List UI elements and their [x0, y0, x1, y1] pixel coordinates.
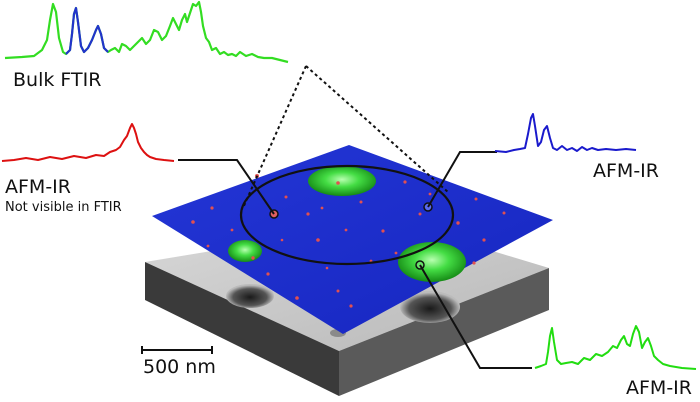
substrate-pit-left [226, 284, 274, 308]
leader-red [178, 159, 275, 215]
substrate-right-face [339, 268, 549, 396]
ftir-spot-circle [239, 164, 455, 266]
substrate-pit-right [400, 291, 460, 323]
label-afm-ir-right: AFM-IR [593, 160, 659, 182]
spectrum-bulk-overlap [65, 6, 109, 55]
label-scale-bar: 500 nm [143, 356, 216, 378]
spectrum-afm-ir-green [534, 325, 697, 370]
label-afm-ir-left: AFM-IR [5, 176, 71, 198]
label-bulk-ftir: Bulk FTIR [13, 69, 102, 91]
substrate-left-face [145, 262, 339, 396]
leader-blue [427, 151, 497, 208]
spectrum-bulk-ftir [4, 0, 289, 64]
green-domain-top [308, 166, 376, 196]
label-not-visible-in-ftir: Not visible in FTIR [5, 200, 122, 215]
spectrum-afm-ir-blue [494, 113, 637, 153]
zoom-line-right [305, 65, 449, 193]
zoom-line-left [242, 65, 307, 209]
green-domain-left [228, 240, 262, 262]
spectrum-afm-ir-red [1, 123, 175, 162]
label-afm-ir-bottom: AFM-IR [626, 377, 692, 399]
leader-green [419, 264, 532, 369]
scale-bar [141, 346, 213, 354]
green-domain-right [398, 242, 466, 282]
